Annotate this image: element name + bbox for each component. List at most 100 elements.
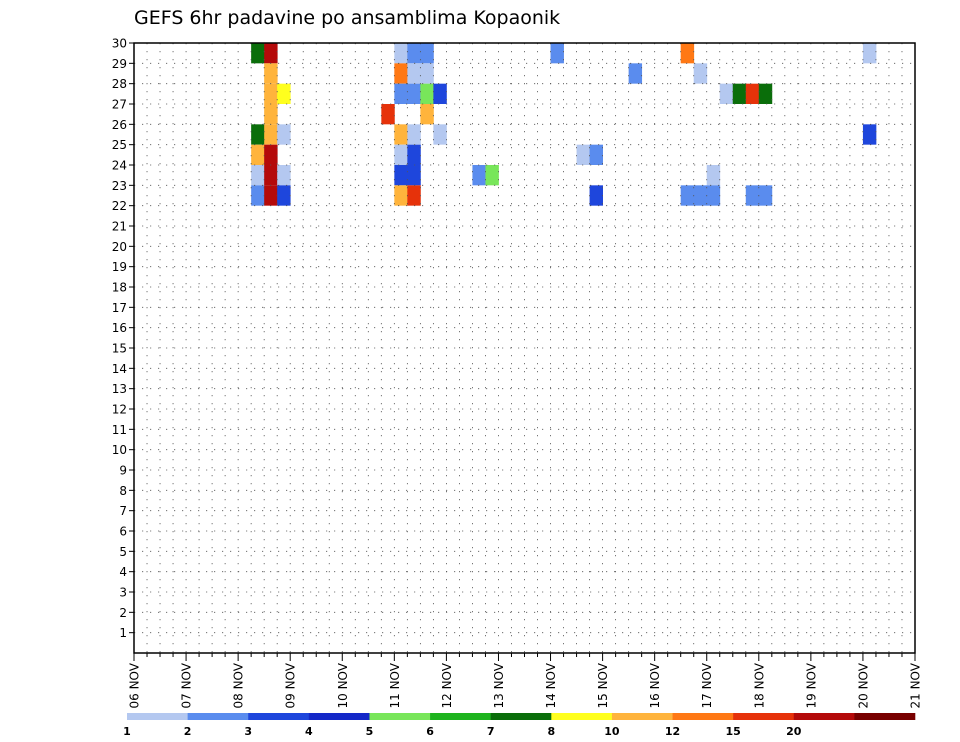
heatmap-cell: [420, 43, 434, 64]
heatmap-cell: [264, 43, 278, 64]
x-tick-label: 11 NOV: [388, 662, 402, 708]
y-tick-label: 16: [112, 321, 127, 335]
heatmap-cell: [758, 185, 773, 206]
heatmap-cell: [693, 185, 708, 206]
heatmap-cell: [251, 144, 265, 165]
y-tick-label: 28: [112, 77, 127, 91]
heatmap-cell: [394, 124, 408, 145]
heatmap-cell: [381, 104, 395, 125]
x-tick-label: 16 NOV: [648, 662, 662, 708]
y-tick-label: 25: [112, 138, 127, 152]
heatmap-cell: [264, 185, 278, 206]
x-tick-label: 21 NOV: [909, 662, 923, 708]
colorbar-label: 15: [725, 725, 740, 738]
heatmap-cell: [407, 63, 421, 84]
heatmap-cell: [251, 185, 265, 206]
heatmap-cell: [264, 165, 278, 186]
x-tick-label: 20 NOV: [856, 662, 870, 708]
colorbar-swatch: [551, 713, 613, 720]
heatmap-cell: [420, 63, 434, 84]
heatmap-cell: [420, 83, 434, 104]
y-tick-label: 21: [112, 220, 127, 234]
heatmap-cell: [394, 63, 408, 84]
y-tick-label: 12: [112, 403, 127, 417]
y-tick-label: 19: [112, 260, 127, 274]
heatmap-cell: [264, 83, 278, 104]
y-tick-label: 11: [112, 423, 127, 437]
heatmap-cell: [264, 124, 278, 145]
chart-title: GEFS 6hr padavine po ansamblima Kopaonik: [134, 7, 560, 29]
y-tick-label: 1: [119, 626, 127, 640]
colorbar-label: 10: [604, 725, 620, 738]
y-tick-label: 4: [119, 565, 127, 579]
heatmap-cell: [251, 165, 265, 186]
y-tick-label: 2: [119, 606, 127, 620]
colorbar-swatch: [308, 713, 370, 720]
y-tick-label: 18: [112, 281, 127, 295]
colorbar-swatch: [793, 713, 855, 720]
colorbar-swatch: [672, 713, 734, 720]
heatmap-cell: [589, 185, 603, 206]
heatmap-cell: [407, 83, 421, 104]
y-axis: 1234567891011121314151617181920212223242…: [112, 37, 134, 640]
y-tick-label: 13: [112, 382, 127, 396]
heatmap-cell: [706, 185, 721, 206]
y-tick-label: 14: [112, 362, 127, 376]
colorbar-label: 7: [487, 725, 495, 738]
colorbar-label: 2: [184, 725, 192, 738]
x-tick-label: 14 NOV: [544, 662, 558, 708]
heatmap-cell: [680, 185, 695, 206]
heatmap-cell: [264, 104, 278, 125]
x-tick-label: 13 NOV: [492, 662, 506, 708]
heatmap-cell: [264, 63, 278, 84]
colorbar-label: 12: [665, 725, 680, 738]
x-tick-label: 07 NOV: [180, 662, 194, 708]
colorbar-label: 6: [426, 725, 434, 738]
y-tick-label: 9: [119, 464, 127, 478]
y-tick-label: 24: [112, 159, 127, 173]
heatmap-cell: [394, 185, 408, 206]
colorbar-swatch: [187, 713, 249, 720]
heatmap-cell: [628, 63, 643, 84]
heatmap-cell: [407, 165, 421, 186]
x-tick-label: 10 NOV: [336, 662, 350, 708]
heatmap-cell: [264, 144, 278, 165]
y-tick-label: 6: [119, 525, 127, 539]
x-tick-label: 06 NOV: [128, 662, 142, 708]
colorbar-label: 20: [786, 725, 802, 738]
heatmap-cell: [589, 144, 603, 165]
y-tick-label: 23: [112, 179, 127, 193]
heatmap-cell: [394, 83, 408, 104]
colorbar-swatch: [733, 713, 795, 720]
heatmap-cell: [732, 83, 747, 104]
colorbar-legend: 1 2 3 4 5 6 7 8 10 12 15 20: [123, 713, 916, 738]
x-axis: 06 NOV 07 NOV 08 NOV 09 NOV 10 NOV 11 NOV 12 N…: [128, 653, 923, 709]
heatmap-cell: [433, 83, 447, 104]
heatmap-cell: [277, 165, 291, 186]
y-tick-label: 26: [112, 118, 127, 132]
heatmap-cell: [420, 104, 434, 125]
heatmap-cell: [277, 124, 291, 145]
x-tick-label: 19 NOV: [804, 662, 818, 708]
heatmap-cell: [472, 165, 486, 186]
heatmap-cell: [862, 43, 877, 64]
heatmap-cell: [407, 185, 421, 206]
colorbar-swatch: [248, 713, 310, 720]
colorbar-swatch: [369, 713, 431, 720]
heatmap-cell: [550, 43, 564, 64]
colorbar-swatch: [854, 713, 916, 720]
heatmap-cell: [706, 165, 721, 186]
colorbar-swatch: [490, 713, 552, 720]
heatmap-cell: [719, 83, 734, 104]
y-tick-label: 20: [112, 240, 127, 254]
colorbar-label: 4: [305, 725, 313, 738]
heatmap-cell: [407, 43, 421, 64]
heatmap-cell: [394, 144, 408, 165]
x-tick-label: 17 NOV: [700, 662, 714, 708]
heatmap-cell: [576, 144, 590, 165]
heatmap-cell: [407, 124, 421, 145]
heatmap-cell: [680, 43, 695, 64]
y-tick-label: 7: [119, 504, 127, 518]
x-tick-label: 12 NOV: [440, 662, 454, 708]
